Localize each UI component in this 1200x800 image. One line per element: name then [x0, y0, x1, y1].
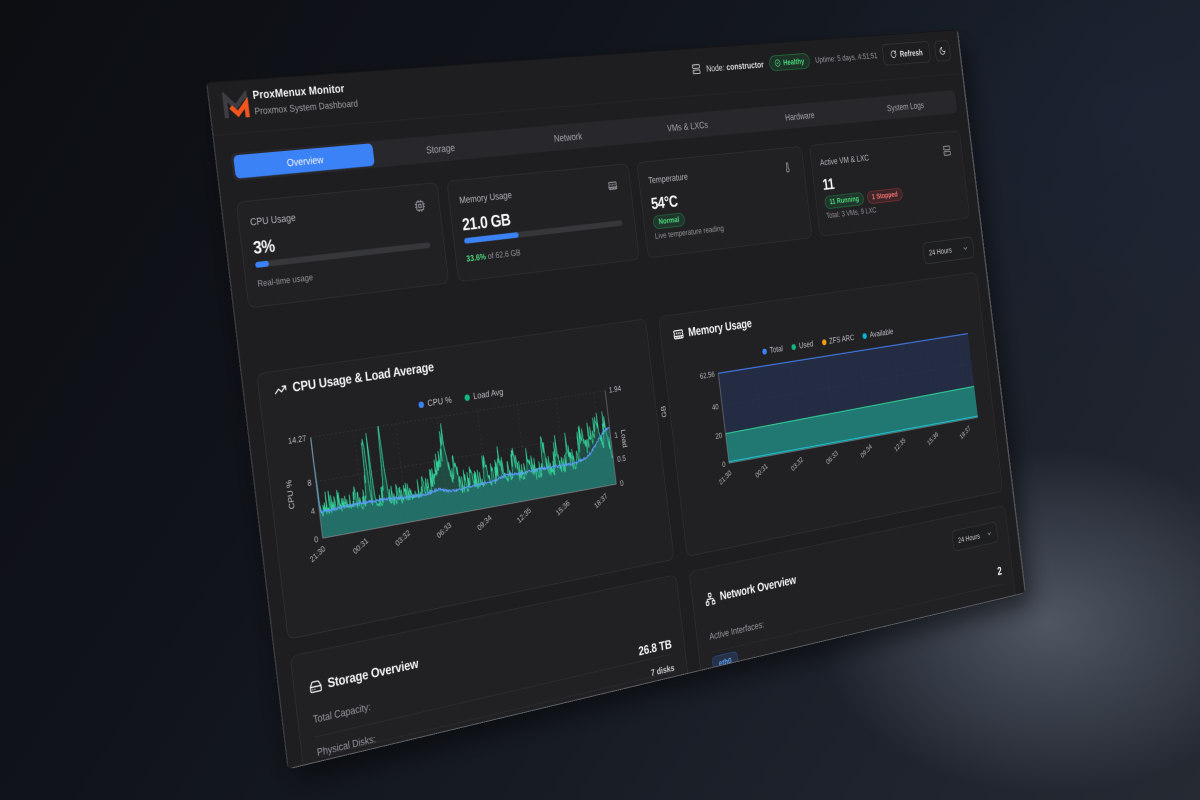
svg-text:12:35: 12:35 — [893, 436, 907, 453]
svg-text:03:32: 03:32 — [790, 455, 805, 473]
svg-text:0: 0 — [619, 478, 624, 488]
svg-text:06:33: 06:33 — [435, 520, 453, 540]
svg-text:GB: GB — [659, 405, 668, 418]
svg-text:1.94: 1.94 — [608, 383, 621, 394]
svg-text:21:30: 21:30 — [308, 544, 327, 565]
svg-text:15:36: 15:36 — [926, 430, 940, 447]
svg-text:CPU %: CPU % — [284, 479, 296, 510]
svg-text:15:36: 15:36 — [555, 498, 572, 517]
svg-text:18:37: 18:37 — [593, 491, 609, 510]
svg-text:0: 0 — [314, 534, 320, 545]
svg-text:18:37: 18:37 — [959, 424, 972, 441]
svg-text:00:31: 00:31 — [754, 462, 769, 480]
svg-text:0: 0 — [722, 459, 727, 469]
svg-text:62.56: 62.56 — [699, 369, 715, 381]
svg-text:09:34: 09:34 — [476, 513, 494, 533]
svg-text:0.5: 0.5 — [617, 453, 627, 464]
svg-text:00:31: 00:31 — [352, 536, 371, 556]
svg-text:06:33: 06:33 — [825, 448, 840, 466]
svg-text:20: 20 — [715, 430, 723, 440]
svg-text:8: 8 — [307, 477, 313, 488]
svg-text:Load: Load — [619, 429, 629, 449]
svg-text:1: 1 — [614, 430, 619, 440]
svg-text:12:35: 12:35 — [516, 505, 533, 525]
svg-text:09:34: 09:34 — [859, 442, 873, 460]
svg-text:21:30: 21:30 — [718, 468, 733, 486]
svg-text:03:32: 03:32 — [394, 528, 412, 548]
svg-text:4: 4 — [310, 505, 316, 516]
svg-text:40: 40 — [711, 402, 719, 412]
svg-text:14.27: 14.27 — [287, 433, 307, 446]
